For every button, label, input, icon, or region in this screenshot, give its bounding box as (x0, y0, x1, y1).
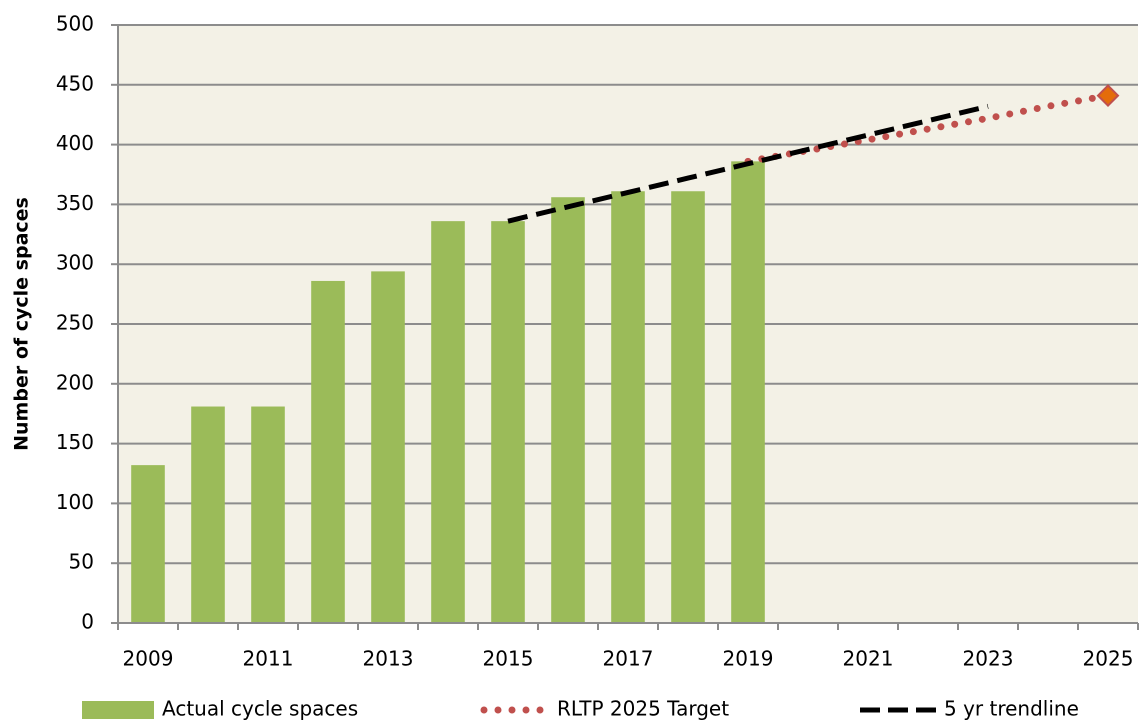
y-tick-label: 50 (69, 550, 94, 574)
legend-label: Actual cycle spaces (162, 697, 358, 721)
y-tick-label: 400 (56, 131, 94, 155)
x-tick-label: 2021 (843, 647, 894, 671)
x-tick-label: 2023 (963, 647, 1014, 671)
x-tick-label: 2013 (363, 647, 414, 671)
bar (551, 197, 585, 623)
y-tick-label: 0 (81, 610, 94, 634)
x-tick-label: 2015 (483, 647, 534, 671)
bar (731, 161, 765, 623)
y-tick-label: 300 (56, 251, 94, 275)
legend-label: 5 yr trendline (944, 697, 1079, 721)
end-marker (1096, 84, 1120, 107)
bar (311, 280, 345, 623)
line (507, 103, 989, 224)
bar (371, 271, 405, 623)
y-tick-label: 450 (56, 71, 94, 95)
x-tick-label: 2025 (1083, 647, 1134, 671)
x-tick-label: 2011 (243, 647, 294, 671)
bar (491, 221, 525, 624)
legend-label: RLTP 2025 Target (557, 697, 729, 721)
bar (611, 191, 645, 623)
bar (251, 406, 285, 623)
y-tick-label: 100 (56, 490, 94, 514)
legend-swatch (82, 701, 154, 719)
bar (131, 465, 165, 623)
y-tick-label: 250 (56, 311, 94, 335)
x-tick-label: 2017 (603, 647, 654, 671)
x-tick-label: 2019 (723, 647, 774, 671)
y-tick-label: 150 (56, 430, 94, 454)
line (744, 92, 1112, 165)
y-tick-label: 350 (56, 191, 94, 215)
y-tick-label: 200 (56, 370, 94, 394)
bar (431, 221, 465, 624)
bar (671, 191, 705, 623)
bar (191, 406, 225, 623)
x-tick-label: 2009 (123, 647, 174, 671)
y-axis-label: Number of cycle spaces (11, 197, 33, 451)
y-tick-label: 500 (56, 12, 94, 36)
